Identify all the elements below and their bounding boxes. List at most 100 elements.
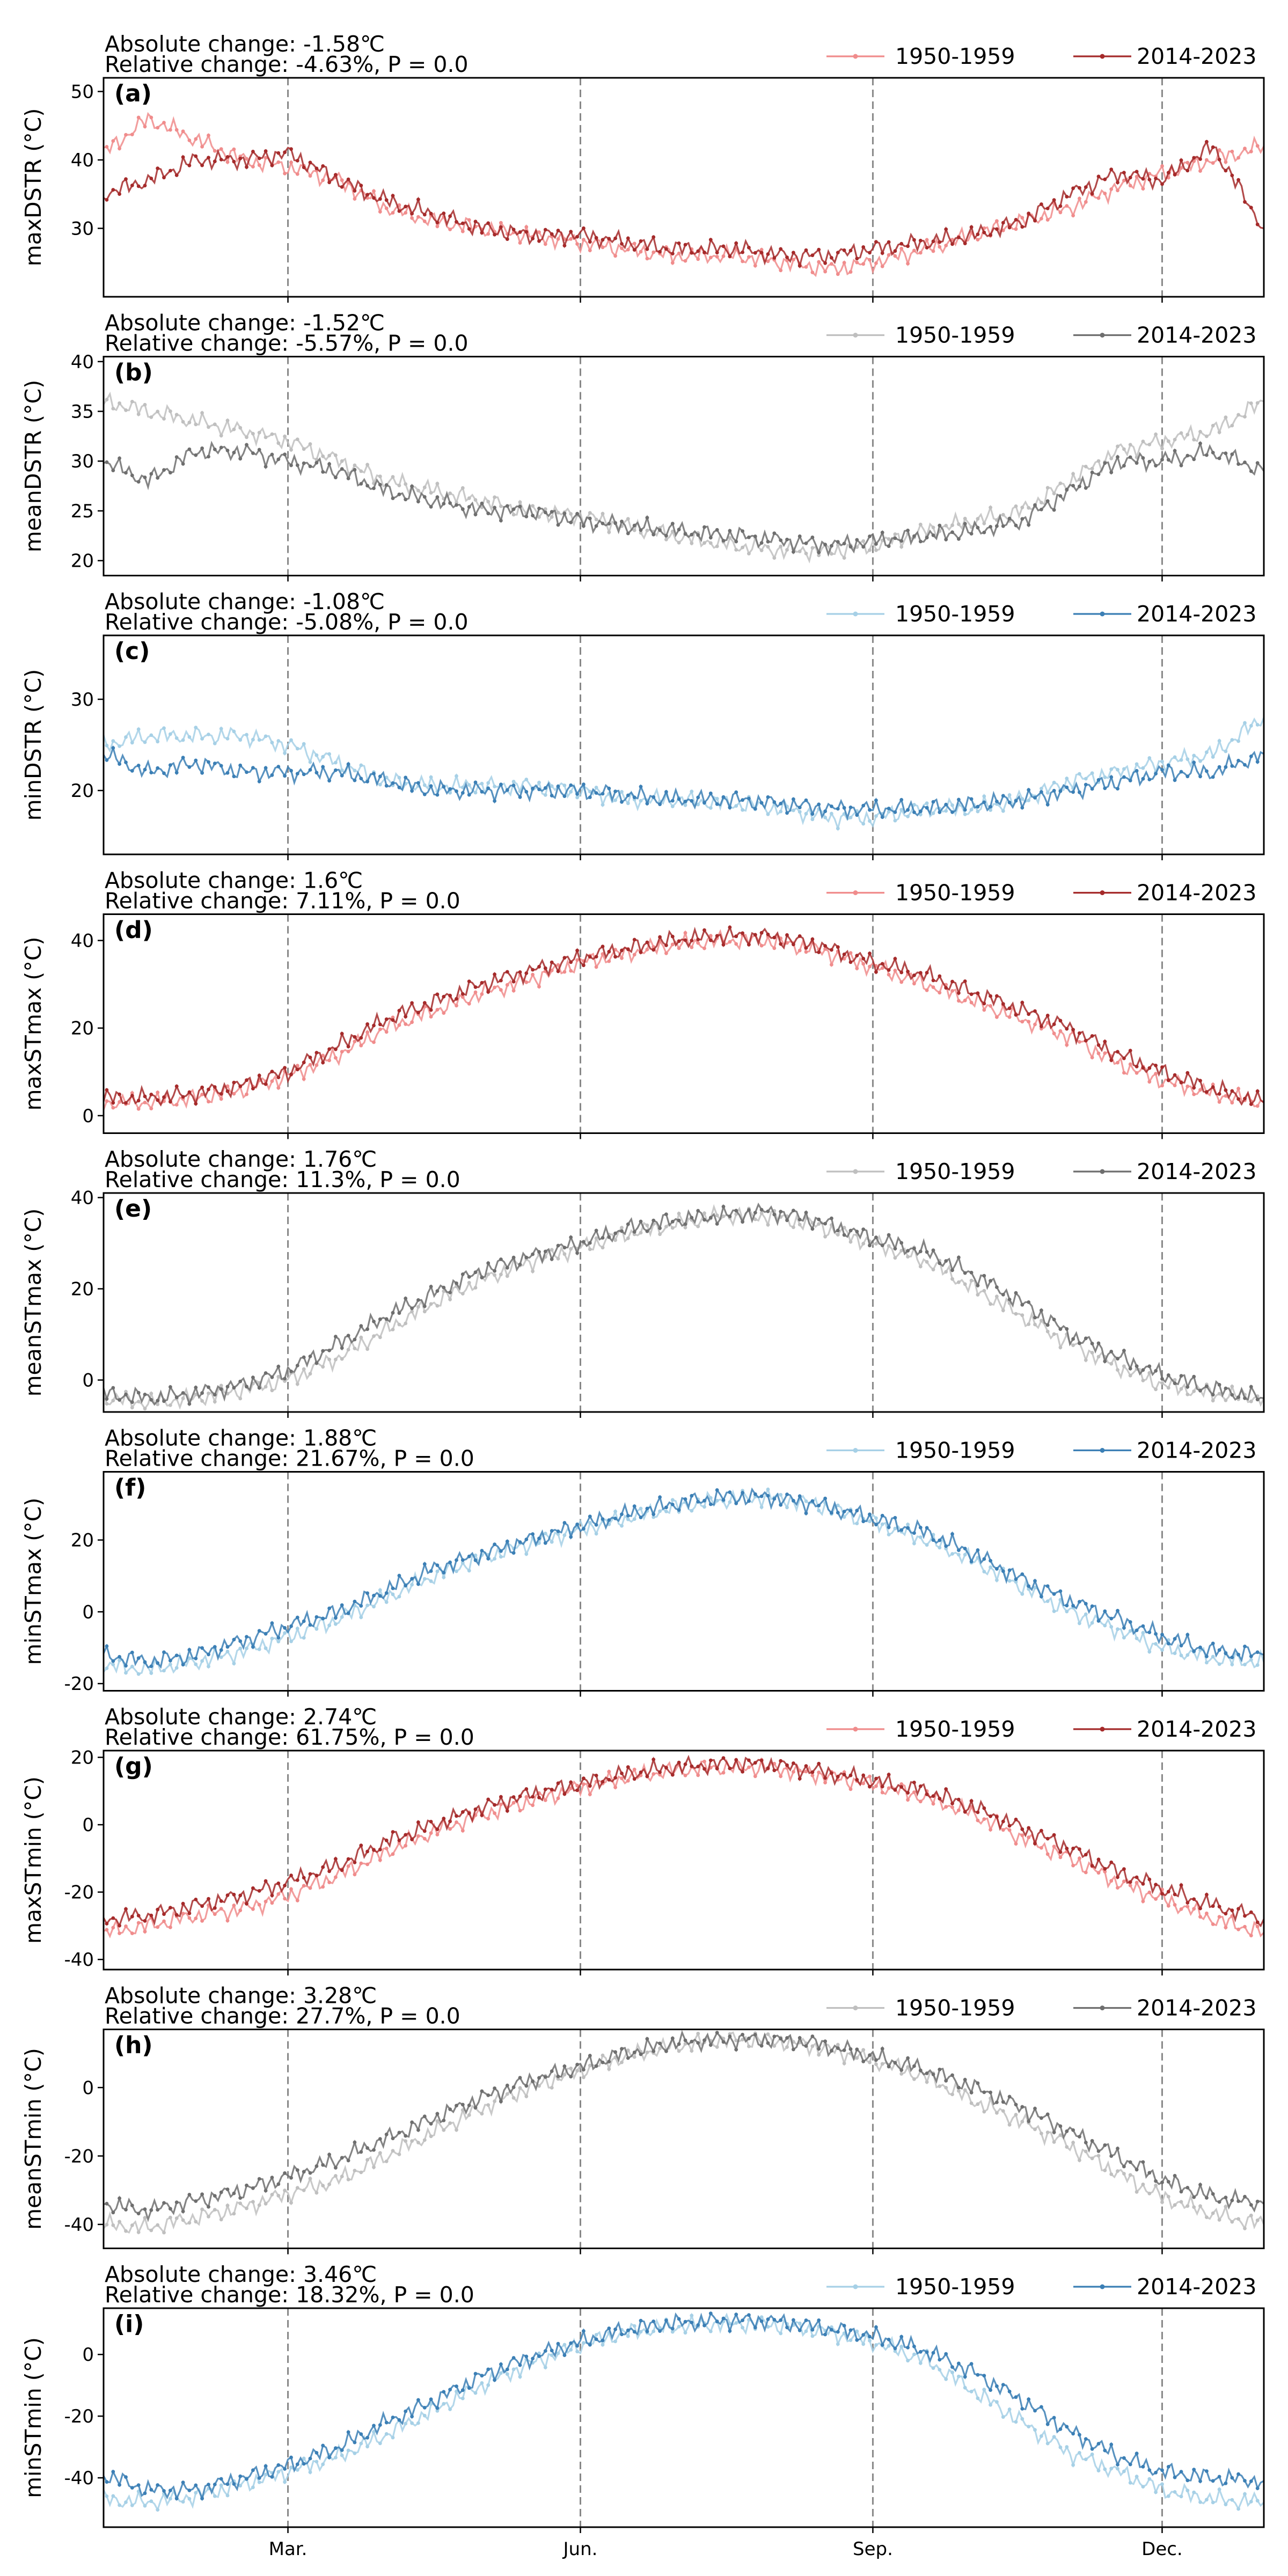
- series-point: [302, 1636, 306, 1640]
- series-point: [499, 1257, 503, 1261]
- series-point: [194, 1102, 198, 1106]
- series-point: [467, 793, 471, 797]
- series-point: [105, 758, 109, 762]
- series-point: [747, 2044, 751, 2048]
- series-point: [1230, 1655, 1234, 1659]
- series-point: [550, 968, 554, 972]
- series-point: [207, 760, 210, 764]
- series-point: [944, 1544, 948, 1548]
- series-point: [245, 1901, 248, 1906]
- series-point: [1027, 788, 1031, 792]
- y-tick-label: -20: [64, 1673, 94, 1695]
- series-point: [759, 2315, 764, 2319]
- series-point: [950, 1552, 954, 1556]
- series-point: [460, 2388, 465, 2392]
- series-point: [670, 804, 675, 808]
- series-point: [1065, 1327, 1069, 1331]
- series-point: [950, 1532, 954, 1536]
- series-point: [1179, 770, 1183, 774]
- series-point: [766, 812, 770, 816]
- series-point: [264, 1899, 268, 1904]
- series-point: [690, 2039, 694, 2044]
- series-point: [359, 777, 363, 780]
- series-point: [620, 519, 624, 523]
- series-point: [1236, 2199, 1241, 2203]
- series-point: [1185, 1901, 1190, 1905]
- series-point: [391, 1311, 395, 1315]
- series-point: [785, 2325, 789, 2330]
- series-point: [759, 1211, 764, 1215]
- series-point: [1103, 2143, 1107, 2147]
- series-point: [632, 1777, 636, 1781]
- series-point: [276, 1636, 281, 1640]
- series-point: [174, 413, 179, 417]
- series-2014-2023: [103, 2311, 1264, 2501]
- series-point: [969, 1270, 974, 1275]
- series-point: [194, 1656, 198, 1660]
- series-point: [105, 2201, 109, 2206]
- series-point: [302, 2170, 306, 2174]
- series-point: [213, 1645, 217, 1649]
- series-point: [162, 771, 166, 775]
- series-point: [1141, 1066, 1145, 1070]
- series-point: [169, 1662, 172, 1666]
- series-point: [1033, 1315, 1037, 1320]
- series-point: [613, 2328, 617, 2331]
- series-point: [1007, 2123, 1012, 2127]
- series-point: [938, 245, 942, 249]
- series-point: [264, 1385, 268, 1389]
- series-point: [378, 782, 382, 787]
- panel-label: (c): [114, 638, 150, 665]
- series-point: [658, 1773, 662, 1777]
- series-2014-2023: [103, 1202, 1264, 1407]
- panel-label: (h): [114, 2032, 153, 2059]
- series-point: [321, 2163, 325, 2167]
- series-point: [963, 2088, 967, 2092]
- series-point: [308, 1056, 312, 1059]
- series-point: [270, 1079, 274, 1083]
- series-point: [613, 1238, 617, 1242]
- series-point: [130, 133, 134, 137]
- series-point: [156, 1098, 160, 1102]
- series-point: [480, 781, 484, 786]
- series-point: [912, 534, 916, 538]
- series-point: [582, 2329, 586, 2333]
- series-point: [938, 2358, 942, 2362]
- series-point: [880, 1522, 884, 1526]
- series-point: [957, 1280, 961, 1284]
- series-point: [734, 934, 738, 939]
- series-point: [1249, 724, 1253, 728]
- series-point: [1255, 2499, 1260, 2503]
- series-point: [963, 2375, 967, 2379]
- series-point: [1096, 778, 1101, 782]
- series-point: [690, 1216, 694, 1220]
- series-point: [334, 1056, 338, 1060]
- series-point: [251, 2200, 255, 2204]
- series-point: [658, 935, 662, 939]
- series-point: [422, 485, 427, 489]
- series-point: [105, 1402, 109, 1406]
- series-point: [460, 2396, 465, 2401]
- legend-label: 2014-2023: [1137, 880, 1256, 906]
- series-point: [1224, 1088, 1228, 1092]
- series-point: [245, 1646, 248, 1650]
- series-point: [912, 2077, 916, 2081]
- series-point: [187, 1402, 192, 1406]
- series-point: [620, 1229, 624, 1233]
- series-point: [1166, 458, 1170, 462]
- series-point: [200, 2192, 204, 2197]
- legend-entry: 1950-1959: [826, 43, 1015, 69]
- series-point: [543, 1541, 547, 1545]
- series-point: [969, 1799, 974, 1803]
- series-point: [1211, 1082, 1215, 1087]
- series-point: [906, 1255, 910, 1259]
- series-point: [384, 2160, 389, 2163]
- series-point: [1052, 508, 1056, 512]
- series-point: [442, 2390, 446, 2394]
- series-point: [880, 962, 884, 966]
- series-point: [1141, 1624, 1145, 1628]
- series-point: [868, 2334, 872, 2339]
- series-point: [1103, 192, 1107, 195]
- series-point: [632, 2050, 636, 2054]
- series-1950-1959: [103, 112, 1265, 277]
